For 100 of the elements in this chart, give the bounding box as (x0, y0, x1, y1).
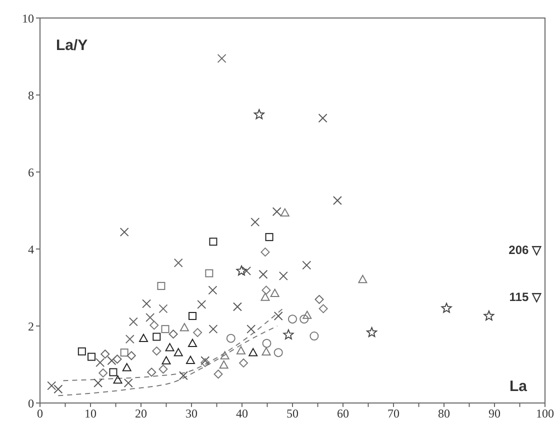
point (139, 334, 148, 342)
point (188, 312, 197, 320)
x-tick-label: 0 (37, 406, 43, 421)
point (205, 269, 214, 278)
x-tick-label: 70 (388, 406, 400, 421)
point (262, 338, 272, 348)
point (232, 302, 242, 312)
point (288, 314, 297, 324)
point (109, 368, 118, 376)
point (262, 286, 271, 295)
point (310, 332, 319, 341)
point (120, 228, 129, 237)
point (217, 54, 226, 63)
point (147, 368, 156, 377)
y-tick-label: 10 (22, 11, 34, 26)
point (152, 332, 161, 341)
point (47, 381, 56, 390)
point (120, 348, 128, 357)
point (226, 334, 236, 343)
x-tick-label: 60 (337, 406, 349, 421)
point (158, 304, 168, 314)
point (283, 329, 294, 340)
point (272, 207, 282, 216)
point (152, 346, 162, 356)
point (302, 310, 312, 319)
point (318, 304, 328, 314)
point (248, 348, 258, 356)
point (239, 358, 248, 368)
point (174, 348, 183, 356)
point (186, 356, 195, 364)
point (300, 314, 309, 324)
point (197, 300, 206, 309)
point (242, 266, 252, 276)
point (265, 233, 274, 242)
point (318, 114, 328, 123)
point (208, 324, 218, 334)
point (157, 282, 166, 290)
y-tick-label: 0 (28, 396, 34, 410)
point (260, 292, 270, 301)
point (274, 348, 283, 358)
y-tick-label: 4 (28, 242, 34, 256)
point (98, 368, 108, 378)
point (484, 310, 494, 321)
point (219, 360, 228, 369)
point (158, 364, 168, 374)
point (270, 288, 280, 297)
point (220, 351, 230, 360)
x-tick-label: 10 (84, 406, 96, 421)
point (302, 260, 312, 270)
y-tick-label: 2 (28, 319, 34, 334)
point (209, 238, 218, 246)
point (246, 324, 256, 334)
point (441, 302, 452, 313)
point (258, 270, 268, 279)
point (236, 346, 246, 354)
point (358, 274, 368, 284)
point (88, 352, 96, 361)
point (142, 299, 152, 308)
point (180, 323, 189, 332)
point (174, 258, 183, 268)
point (113, 375, 122, 384)
point (280, 208, 290, 217)
point (161, 325, 170, 334)
point (278, 271, 288, 280)
point (78, 347, 86, 356)
point (178, 371, 188, 380)
point (236, 265, 247, 276)
x-tick-label: 20 (135, 406, 147, 421)
annotation: 206 ▽ (508, 243, 542, 257)
point (112, 354, 122, 364)
point (366, 327, 378, 338)
point (193, 328, 202, 338)
point (168, 330, 178, 339)
x-tick-label: 40 (236, 406, 248, 421)
x-tick-label: 50 (286, 406, 298, 421)
point (96, 358, 105, 368)
x-tick-label: 80 (438, 406, 450, 421)
point (165, 343, 174, 352)
point (124, 378, 133, 388)
point (250, 218, 260, 227)
x-tick-label: 100 (536, 406, 554, 421)
x-tick-label: 90 (488, 406, 500, 421)
point (100, 350, 110, 359)
point (254, 109, 264, 120)
point (126, 351, 136, 360)
point (162, 356, 171, 364)
y-tick-label: 8 (28, 88, 34, 102)
x-axis-title: La (509, 378, 528, 395)
point (94, 378, 103, 388)
point (128, 317, 138, 326)
point (260, 248, 270, 257)
y-tick-label: 6 (28, 165, 34, 180)
point (146, 313, 155, 322)
point (332, 196, 342, 205)
annotation: 115 ▽ (509, 290, 542, 304)
x-tick-label: 30 (186, 406, 198, 421)
point (274, 311, 283, 320)
point (262, 347, 271, 356)
point (314, 294, 324, 304)
y-axis-title: La/Y (56, 37, 88, 54)
